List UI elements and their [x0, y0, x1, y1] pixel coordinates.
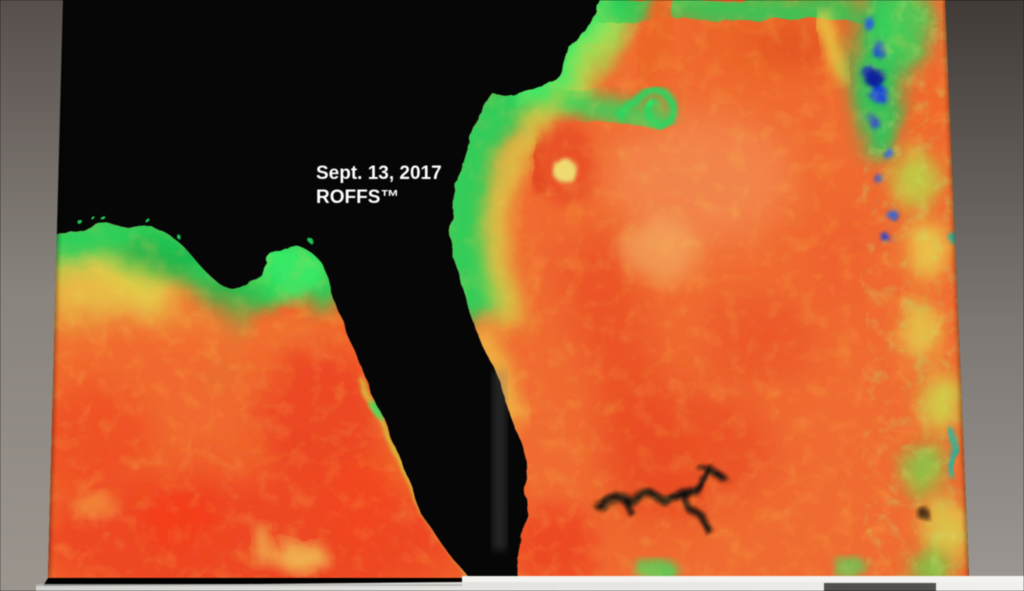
date-label: Sept. 13, 2017 [316, 163, 442, 184]
screen-right-edge [943, 0, 969, 578]
atlantic-thermal-mass [449, 0, 969, 578]
wall-left [0, 0, 64, 591]
ledge-shadow-segment [824, 583, 936, 591]
screen-ledge [36, 576, 1024, 591]
brand-label: ROFFS™ [316, 187, 399, 208]
reflection-streak [492, 370, 507, 550]
gulf-thermal-mass [48, 215, 472, 578]
map-overlay-labels: Sept. 13, 2017 ROFFS™ [316, 163, 442, 208]
coastal-islets [75, 215, 313, 243]
wall-right [944, 0, 1024, 591]
